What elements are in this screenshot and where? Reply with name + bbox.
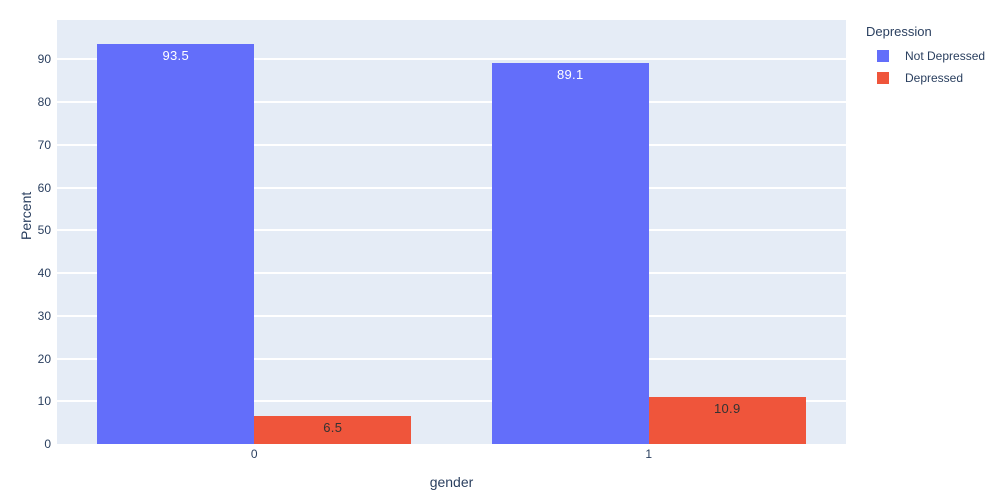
y-tick-label-70: 70 <box>37 137 51 152</box>
y-tick-label-90: 90 <box>37 52 51 67</box>
gridline-40 <box>57 272 846 275</box>
legend-label-not-depressed: Not Depressed <box>905 49 986 63</box>
bar-value-label: 6.5 <box>323 420 343 435</box>
y-tick-label-30: 30 <box>37 308 51 323</box>
bar-depressed-gender-0[interactable]: 6.5 <box>254 416 412 444</box>
bar-not-depressed-gender-1[interactable]: 89.1 <box>491 63 649 444</box>
x-tick-label-gender-0: 0 <box>250 447 258 461</box>
legend-swatch-not-depressed <box>877 50 889 62</box>
gridline-20 <box>57 357 846 360</box>
bar-depressed-gender-1[interactable]: 10.9 <box>648 397 806 444</box>
legend-items: Not Depressed Depressed <box>863 45 985 89</box>
gridline-90 <box>57 58 846 61</box>
gridline-50 <box>57 229 846 232</box>
legend: Depression Not Depressed Depressed <box>863 24 985 89</box>
legend-item-depressed[interactable]: Depressed <box>877 67 985 89</box>
y-tick-label-20: 20 <box>37 351 51 366</box>
y-axis-tick-labels: 0 10 20 30 40 50 60 70 80 90 <box>0 20 51 450</box>
y-tick-label-60: 60 <box>37 180 51 195</box>
plot-area: 93.5 89.1 6.5 10.9 <box>57 20 846 444</box>
gridline-60 <box>57 186 846 189</box>
gridline-10 <box>57 400 846 403</box>
x-tick-label-gender-1: 1 <box>645 447 653 461</box>
gridline-80 <box>57 101 846 104</box>
legend-title: Depression <box>866 24 932 39</box>
x-axis-title: gender <box>429 474 474 490</box>
bar-value-label: 89.1 <box>556 67 584 82</box>
gridline-30 <box>57 314 846 317</box>
legend-label-depressed: Depressed <box>905 71 964 85</box>
y-tick-label-50: 50 <box>37 223 51 238</box>
bar-value-label: 10.9 <box>713 401 741 416</box>
gridline-70 <box>57 143 846 146</box>
bar-value-label: 93.5 <box>162 48 189 63</box>
y-tick-label-80: 80 <box>37 95 51 110</box>
bar-not-depressed-gender-0[interactable]: 93.5 <box>97 44 255 444</box>
legend-swatch-depressed <box>877 72 889 84</box>
legend-item-not-depressed[interactable]: Not Depressed <box>877 45 985 67</box>
y-tick-label-0: 0 <box>44 437 51 451</box>
y-tick-label-40: 40 <box>37 266 51 281</box>
y-tick-label-10: 10 <box>37 394 51 409</box>
